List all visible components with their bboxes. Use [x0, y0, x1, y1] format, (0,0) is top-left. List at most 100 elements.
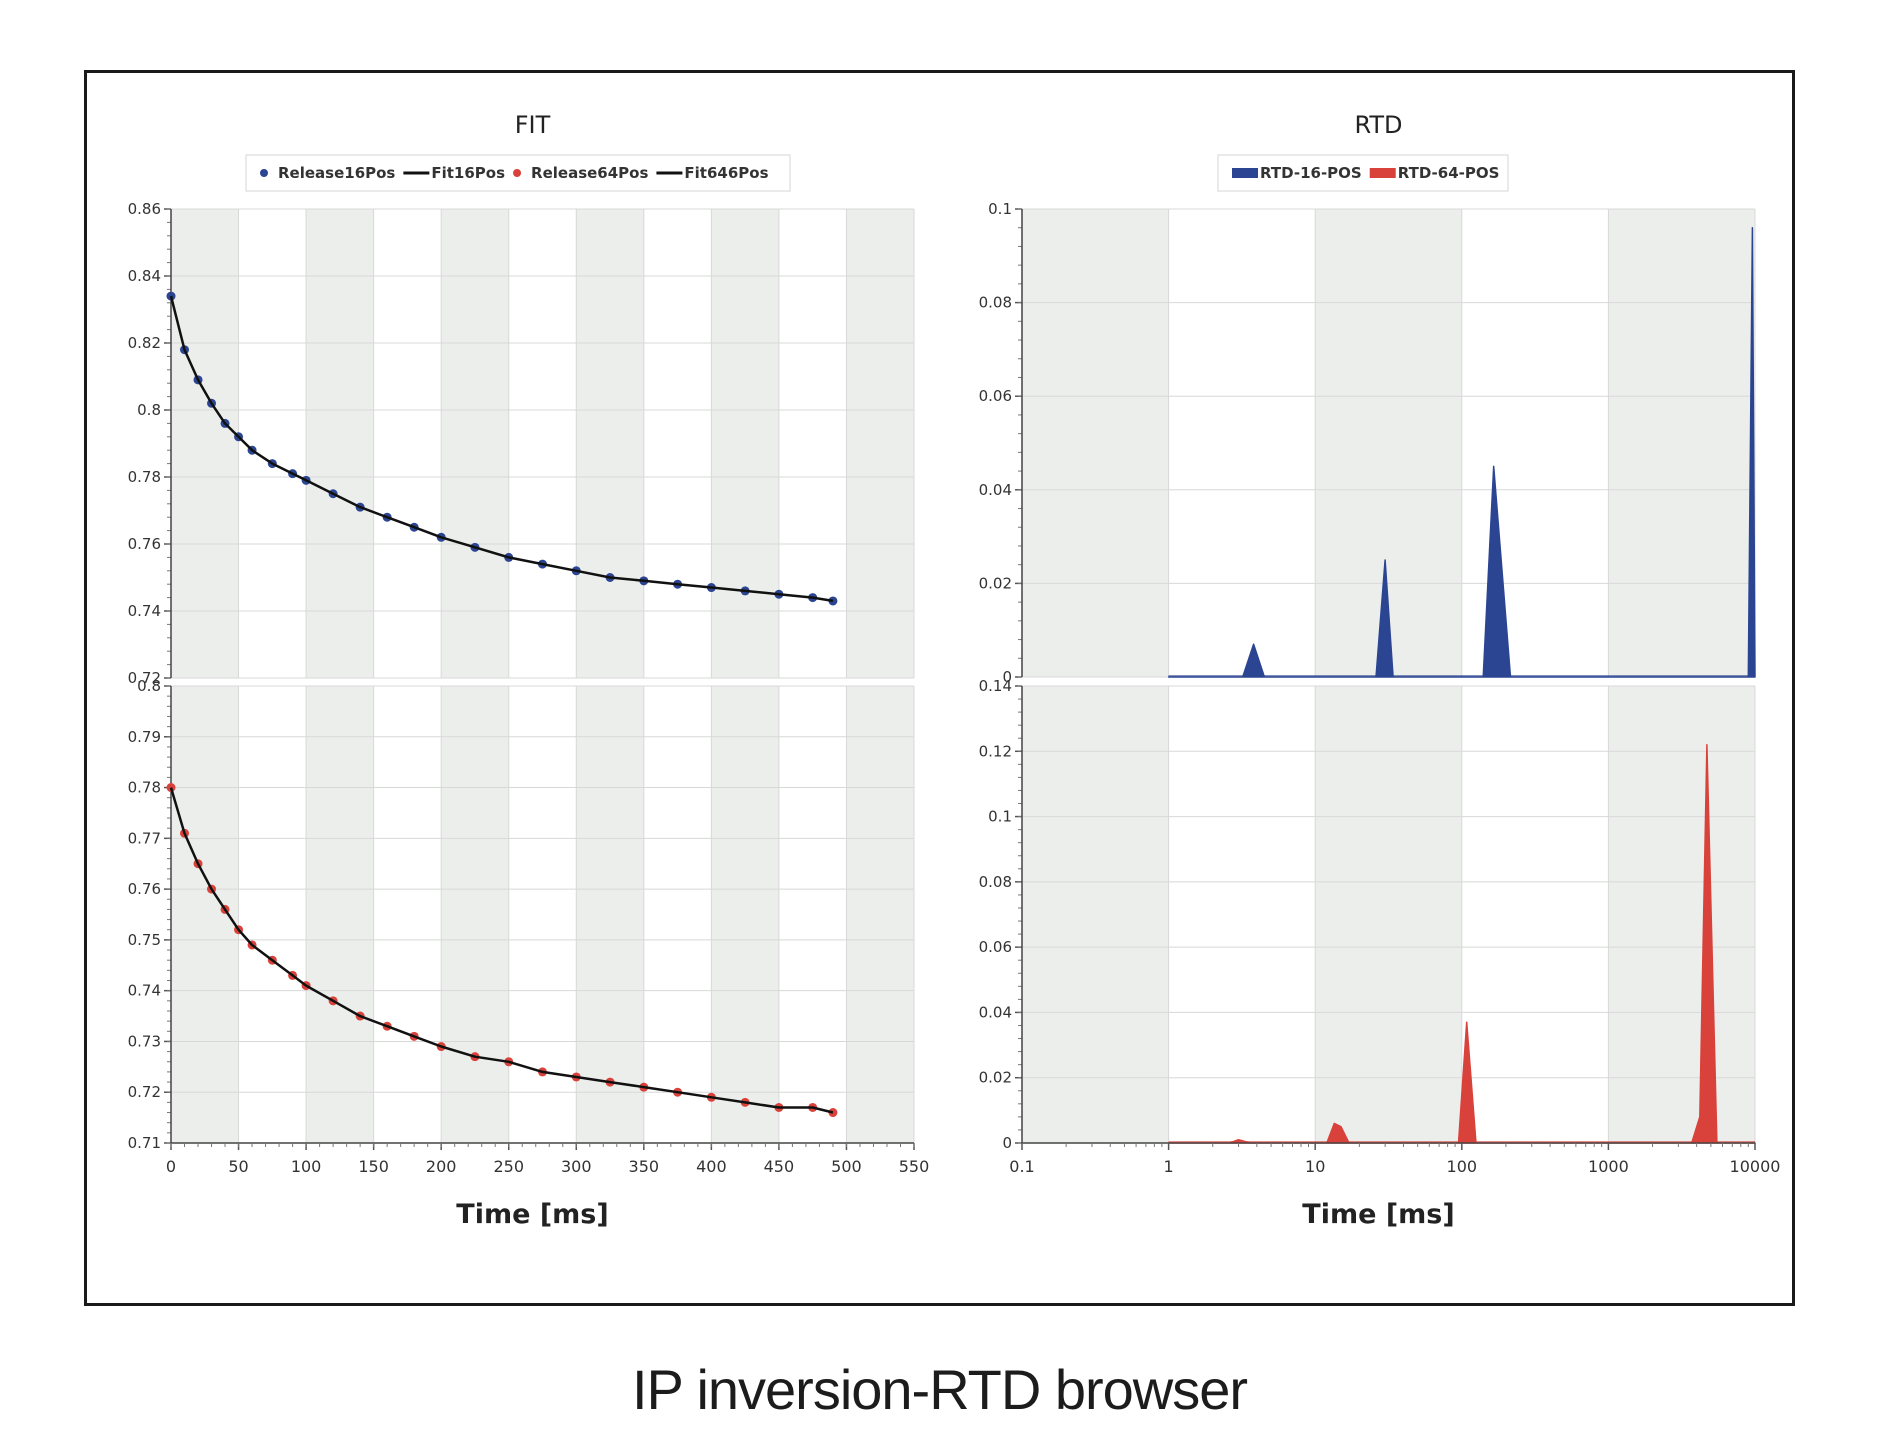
plot-band: [171, 209, 239, 678]
x-tick-label: 400: [696, 1157, 727, 1176]
plot-band: [441, 209, 509, 678]
plot-band: [846, 686, 914, 1143]
y-tick-label: 0.12: [979, 742, 1012, 760]
y-tick-label: 0.06: [979, 938, 1012, 956]
y-tick-label: 0.04: [979, 1003, 1012, 1021]
legend-marker: [513, 169, 522, 177]
y-tick-label: 0.02: [979, 1069, 1012, 1087]
x-tick-label: 500: [831, 1157, 862, 1176]
y-tick-label: 0.1: [988, 200, 1012, 218]
plot-band: [778, 209, 847, 678]
x-tick-label: 300: [561, 1157, 592, 1176]
plot-band: [1022, 209, 1169, 677]
x-tick-label: 150: [358, 1157, 389, 1176]
y-tick-label: 0.79: [128, 728, 161, 746]
x-tick-label: 550: [899, 1157, 930, 1176]
y-tick-label: 0.77: [128, 829, 161, 847]
y-tick-label: 0.82: [128, 334, 161, 352]
y-tick-label: 0.78: [128, 468, 161, 486]
x-tick-label: 1: [1164, 1157, 1174, 1176]
chart-title: FIT: [515, 111, 551, 139]
legend-label: RTD-64-POS: [1398, 164, 1500, 182]
x-tick-label: 0.1: [1009, 1157, 1034, 1176]
y-tick-label: 0.1: [988, 808, 1012, 826]
plot-band: [711, 209, 779, 678]
y-tick-label: 0.72: [128, 669, 161, 687]
y-tick-label: 0.8: [137, 401, 161, 419]
x-tick-label: 0: [166, 1157, 176, 1176]
plot-band: [1461, 686, 1609, 1143]
legend-label: Release16Pos: [278, 164, 395, 182]
y-tick-label: 0.75: [128, 931, 161, 949]
y-tick-label: 0.73: [128, 1032, 161, 1050]
plot-band: [1608, 686, 1755, 1143]
plot-band: [711, 686, 779, 1143]
y-tick-label: 0.76: [128, 880, 161, 898]
plot-band: [306, 209, 374, 678]
y-tick-label: 0.76: [128, 535, 161, 553]
fit-line-Fit16Pos: [169, 295, 834, 603]
y-tick-label: 0.74: [128, 602, 161, 620]
y-tick-label: 0.86: [128, 200, 161, 218]
data-point-Release64Pos: [166, 783, 176, 793]
plot-band: [306, 686, 374, 1143]
chart-title: RTD: [1354, 111, 1402, 139]
figure-caption: IP inversion-RTD browser: [631, 1358, 1248, 1421]
y-tick-label: 0.04: [979, 481, 1012, 499]
legend-label: Fit646Pos: [684, 164, 768, 182]
plot-band: [373, 209, 442, 678]
y-tick-label: 0.78: [128, 779, 161, 797]
legend-label: Fit16Pos: [431, 164, 505, 182]
plot-band: [238, 686, 307, 1143]
plot-band: [1461, 209, 1609, 677]
figure-frame: [84, 70, 1795, 1306]
y-tick-label: 0.8: [137, 677, 161, 695]
plot-band: [1168, 686, 1316, 1143]
plot-band: [576, 686, 644, 1143]
legend-box: [1217, 154, 1509, 192]
plot-band: [643, 686, 712, 1143]
fit-line-Fit646Pos: [169, 787, 834, 1114]
x-tick-label: 100: [291, 1157, 322, 1176]
x-tick-label: 450: [764, 1157, 795, 1176]
x-axis-label: Time [ms]: [1302, 1199, 1454, 1230]
y-tick-label: 0.71: [128, 1134, 161, 1152]
x-tick-label: 10000: [1730, 1157, 1781, 1176]
y-tick-label: 0: [1002, 668, 1012, 686]
y-tick-label: 0.74: [128, 982, 161, 1000]
y-tick-label: 0.72: [128, 1083, 161, 1101]
x-tick-label: 100: [1447, 1157, 1478, 1176]
y-tick-label: 0.14: [979, 677, 1012, 695]
x-tick-label: 200: [426, 1157, 457, 1176]
x-axis-label: Time [ms]: [456, 1199, 608, 1230]
x-tick-label: 50: [228, 1157, 248, 1176]
plot-band: [846, 209, 914, 678]
legend-label: Release64Pos: [531, 164, 648, 182]
y-tick-label: 0.08: [979, 873, 1012, 891]
x-tick-label: 350: [629, 1157, 660, 1176]
legend-marker: [260, 169, 268, 177]
plot-band: [1168, 209, 1316, 677]
plot-band: [576, 209, 644, 678]
data-point-Release16Pos: [828, 596, 838, 606]
plot-band: [508, 686, 577, 1143]
y-tick-label: 0.84: [128, 267, 161, 285]
plot-band: [1022, 686, 1169, 1143]
plot-band: [508, 209, 577, 678]
x-tick-label: 1000: [1588, 1157, 1629, 1176]
y-tick-label: 0.08: [979, 294, 1012, 312]
x-tick-label: 250: [493, 1157, 524, 1176]
data-point-Release64Pos: [828, 1108, 838, 1118]
plot-band: [441, 686, 509, 1143]
y-tick-label: 0.02: [979, 574, 1012, 592]
plot-band: [778, 686, 847, 1143]
y-tick-label: 0.06: [979, 387, 1012, 405]
plot-band: [238, 209, 307, 678]
plot-band: [1608, 209, 1755, 677]
x-tick-label: 10: [1305, 1157, 1325, 1176]
plot-band: [1315, 686, 1462, 1143]
plot-band: [643, 209, 712, 678]
y-tick-label: 0: [1002, 1134, 1012, 1152]
